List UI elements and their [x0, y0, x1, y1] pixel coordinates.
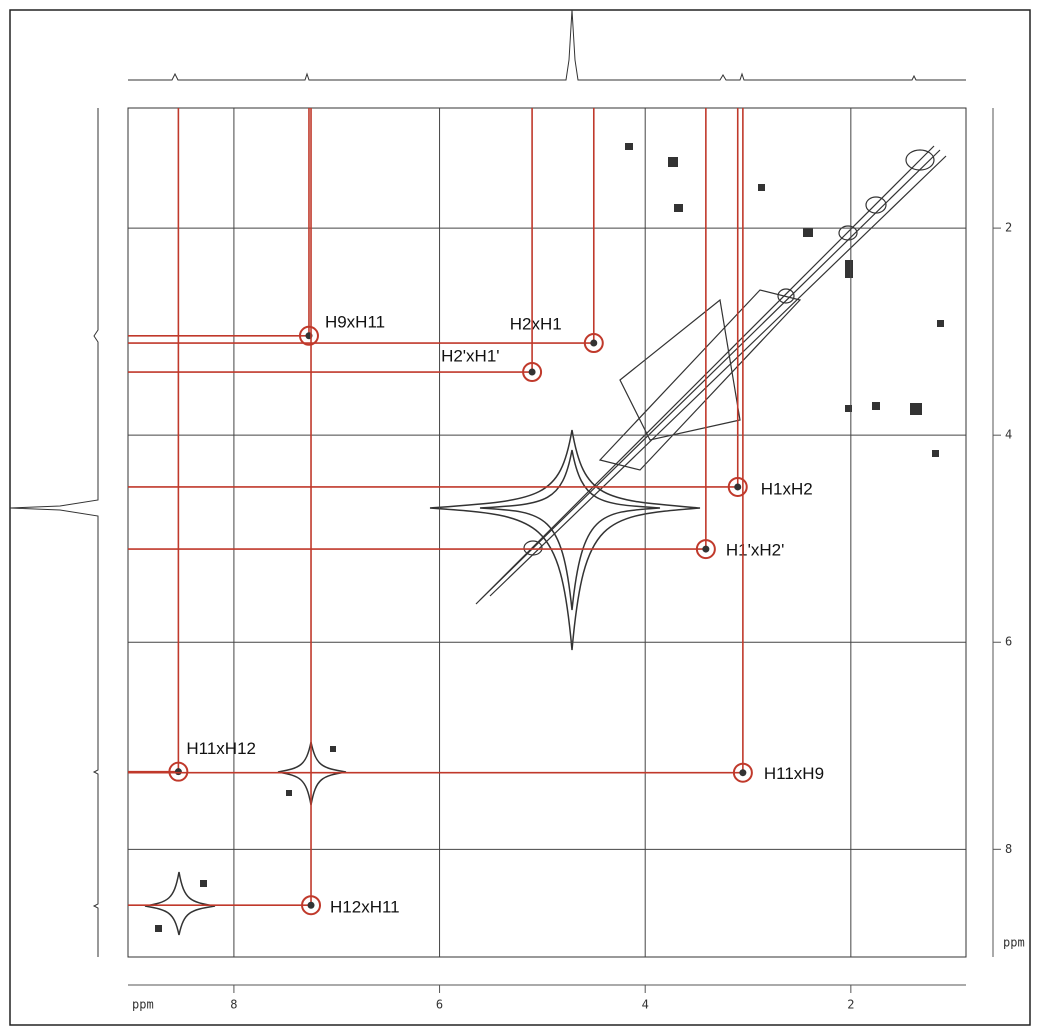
peak-label: H2'xH1'	[441, 347, 499, 366]
cross-peak	[702, 545, 710, 553]
x-tick-label: 6	[436, 998, 443, 1012]
peak-marker	[695, 539, 716, 560]
y-tick-label: 4	[1005, 428, 1012, 442]
x-axis-label: ppm	[132, 998, 154, 1012]
y-tick-label: 2	[1005, 221, 1012, 235]
peak-label: H1'xH2'	[726, 541, 784, 560]
cross-peak	[528, 368, 536, 376]
peak-marker	[522, 362, 543, 383]
minor-peaks	[155, 143, 944, 932]
peak-label: H11xH12	[186, 739, 256, 758]
frame	[9, 9, 1031, 1026]
peak-label: H12xH11	[330, 898, 400, 917]
cross-peak	[307, 901, 315, 909]
y-axis-label: ppm	[1003, 936, 1025, 950]
y-tick-label: 8	[1005, 842, 1012, 856]
plot-area	[127, 107, 967, 958]
peak-marker	[727, 476, 748, 497]
peak-marker	[298, 325, 319, 346]
y-tick-label: 6	[1005, 635, 1012, 649]
diagonal-contours	[475, 145, 947, 605]
x-tick-label: 4	[642, 998, 649, 1012]
peak-label: H2xH1	[510, 315, 562, 334]
peak-label: H11xH9	[764, 764, 824, 783]
left-projection	[9, 108, 99, 957]
peak-marker	[301, 895, 322, 916]
x-tick-label: 8	[230, 998, 237, 1012]
cross-peak	[734, 483, 742, 491]
peak-marker	[168, 761, 189, 782]
cross-peak	[174, 768, 182, 776]
peak-label: H9xH11	[325, 312, 385, 331]
cross-peak	[590, 339, 598, 347]
x-tick-label: 2	[847, 998, 854, 1012]
peak-marker	[583, 333, 604, 354]
cross-peak	[739, 769, 747, 777]
peak-marker	[732, 762, 753, 783]
axes	[128, 108, 994, 986]
top-projection	[128, 9, 966, 81]
peak-label: H1xH2	[761, 479, 813, 498]
